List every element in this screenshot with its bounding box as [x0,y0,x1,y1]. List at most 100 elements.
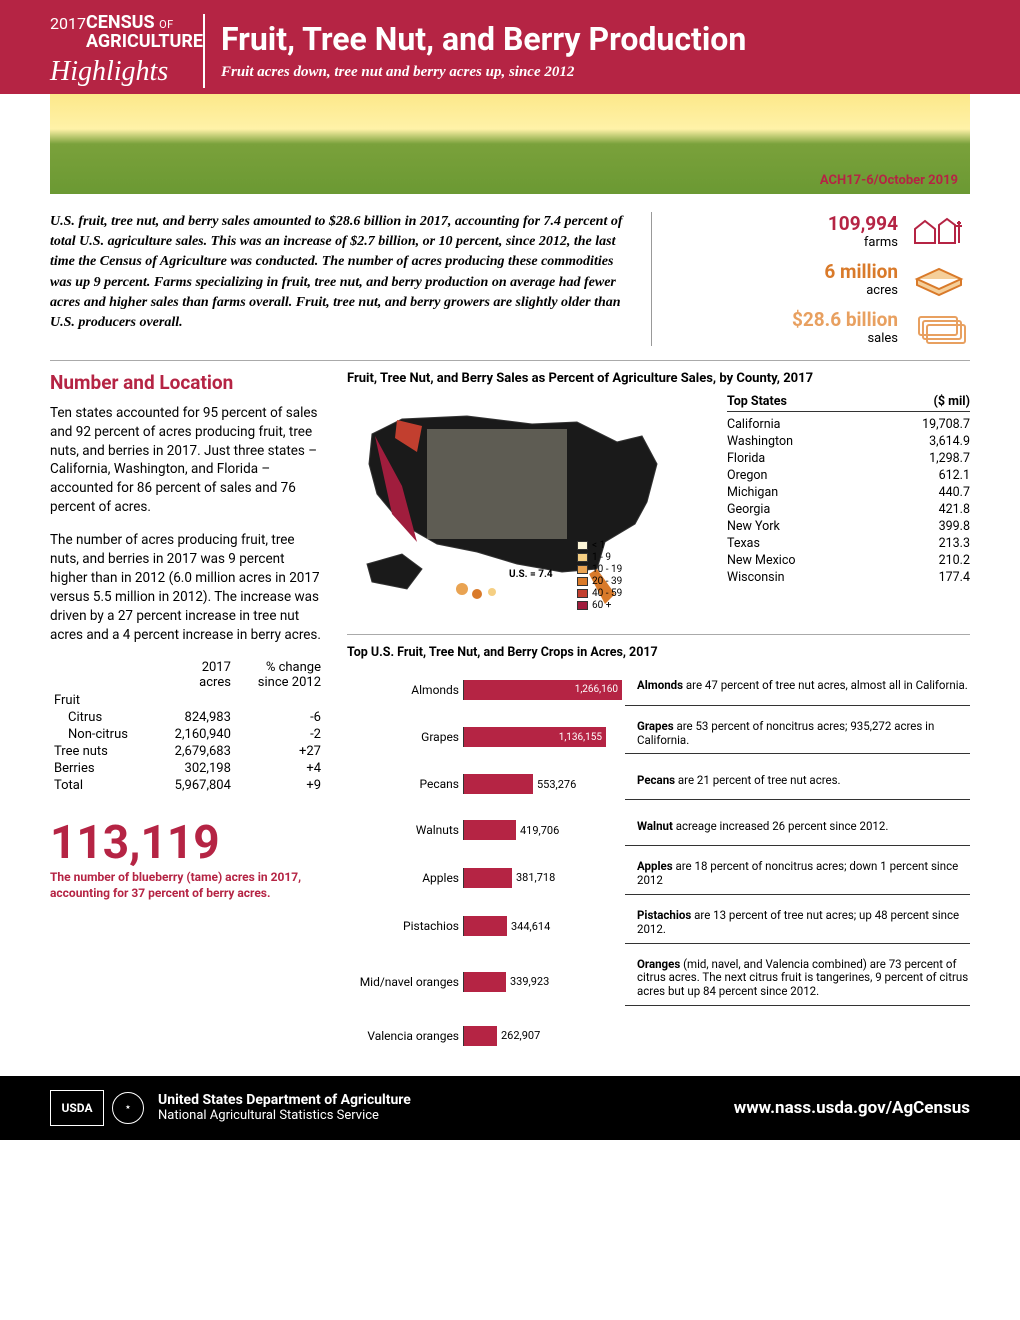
legend-item: 40 - 59 [577,588,622,599]
top-states-header-unit: ($ mil) [934,394,970,409]
top-state-row: Wisconsin177.4 [727,569,970,586]
bar-track: 381,718 [463,868,625,888]
footer-agency: National Agricultural Statistics Service [158,1108,720,1123]
bar-track: 553,276 [463,774,625,794]
header-banner: 2017 CENSUS OF AGRICULTURE Highlights Fr… [0,0,1020,94]
intro-paragraph: U.S. fruit, tree nut, and berry sales am… [50,212,652,346]
bar-description: Pistachios are 13 percent of tree nut ac… [625,909,970,944]
table-row: Tree nuts2,679,683+27 [50,743,325,760]
bar [464,774,533,794]
bar: 1,136,155 [464,727,606,747]
fact-value: 6 million [824,260,898,283]
fact-unit: acres [824,283,898,298]
bar-track: 262,907 [463,1026,625,1046]
legend-swatch [577,541,588,550]
bar-description: Apples are 18 percent of noncitrus acres… [625,860,970,895]
top-state-row: Florida1,298.7 [727,450,970,467]
top-states-table: Top States ($ mil) California19,708.7Was… [727,394,970,624]
bar-label: Pecans [347,777,463,791]
left-paragraph-2: The number of acres producing fruit, tre… [50,531,325,644]
bar-description: Pecans are 21 percent of tree nut acres. [625,768,970,800]
callout-block: 113,119 The number of blueberry (tame) a… [50,820,325,901]
map-us-label: U.S. = 7.4 [509,569,553,580]
bar [464,868,512,888]
bar [464,1026,497,1046]
top-state-row: Georgia421.8 [727,501,970,518]
top-state-row: California19,708.7 [727,416,970,433]
agriculture-seal-icon: ★ [112,1092,144,1124]
bar-track: 1,266,160 [463,680,625,700]
bar [464,972,506,992]
table-header-acres: 2017acres [154,658,235,692]
footer-logos: USDA ★ [50,1090,144,1126]
fact-unit: sales [792,331,898,346]
bar-value: 262,907 [497,1029,540,1042]
legend-item: 1 - 9 [577,552,622,563]
bar-row: Walnuts419,706Walnut acreage increased 2… [347,814,970,846]
census-year: 2017 [50,14,86,33]
page-subtitle: Fruit acres down, tree nut and berry acr… [221,64,970,81]
bar-value: 553,276 [533,778,576,791]
fact-row: $28.6 billionsales [670,308,970,346]
bar-description: Grapes are 53 percent of noncitrus acres… [625,720,970,755]
bar-label: Walnuts [347,823,463,837]
table-row: Citrus824,983-6 [50,709,325,726]
barn-icon [908,213,970,249]
legend-item: 60 + [577,600,622,611]
top-state-row: Texas213.3 [727,535,970,552]
acres-table: 2017acres % changesince 2012 FruitCitrus… [50,658,325,794]
footer: USDA ★ United States Department of Agric… [0,1076,1020,1140]
bar-chart-section: Top U.S. Fruit, Tree Nut, and Berry Crop… [347,634,970,1052]
document-id: ACH17-6/October 2019 [820,167,970,194]
bar-row: Pistachios344,614Pistachios are 13 perce… [347,909,970,944]
legend-swatch [577,589,588,598]
header-title-block: Fruit, Tree Nut, and Berry Production Fr… [205,14,970,88]
bar-label: Almonds [347,683,463,697]
census-word: CENSUS [86,12,155,33]
map-legend: < 11 - 910 - 1920 - 3940 - 5960 + [577,540,622,612]
divider [50,360,970,361]
fact-unit: farms [828,235,898,250]
top-state-row: Michigan440.7 [727,484,970,501]
bar [464,820,516,840]
hero-illustration: ACH17-6/October 2019 [50,94,970,194]
legend-swatch [577,565,588,574]
fact-value: $28.6 billion [792,308,898,331]
legend-item: 20 - 39 [577,576,622,587]
left-paragraph-1: Ten states accounted for 95 percent of s… [50,404,325,517]
bar-row: Valencia oranges262,907 [347,1020,970,1052]
highlights-label: Highlights [50,56,191,88]
left-column: Number and Location Ten states accounted… [50,371,325,1066]
bar-description: Oranges (mid, navel, and Valencia combin… [625,958,970,1006]
top-state-row: New York399.8 [727,518,970,535]
right-column: Fruit, Tree Nut, and Berry Sales as Perc… [347,371,970,1066]
bar-row: Almonds1,266,160Almonds are 47 percent o… [347,674,970,706]
callout-number: 113,119 [50,820,325,866]
county-map: U.S. = 7.4 < 11 - 910 - 1920 - 3940 - 59… [347,394,717,624]
census-of: OF [159,18,174,31]
legend-item: < 1 [577,540,622,551]
legend-swatch [577,553,588,562]
section-title-number-location: Number and Location [50,371,325,394]
bar-row: Mid/navel oranges339,923Oranges (mid, na… [347,958,970,1006]
bar-value: 339,923 [506,975,549,988]
bar-value: 419,706 [516,824,559,837]
legend-item: 10 - 19 [577,564,622,575]
bar-value: 381,718 [512,871,555,884]
bar-description: Almonds are 47 percent of tree nut acres… [625,674,970,706]
bar-row: Grapes1,136,155Grapes are 53 percent of … [347,720,970,755]
table-row: Total5,967,804+9 [50,777,325,794]
bar-track: 339,923 [463,972,625,992]
top-state-row: New Mexico210.2 [727,552,970,569]
key-facts-column: 109,994farms6 millionacres$28.6 billions… [670,212,970,346]
footer-department: United States Department of Agriculture [158,1092,720,1108]
table-row: Fruit [50,692,325,709]
table-header-change: % changesince 2012 [235,658,325,692]
table-row: Non-citrus2,160,940-2 [50,726,325,743]
table-row: Berries302,198+4 [50,760,325,777]
bar-chart-title: Top U.S. Fruit, Tree Nut, and Berry Crop… [347,645,970,660]
bar-track: 344,614 [463,916,625,936]
bar-track: 419,706 [463,820,625,840]
bar-track: 1,136,155 [463,727,625,747]
bar [464,916,507,936]
